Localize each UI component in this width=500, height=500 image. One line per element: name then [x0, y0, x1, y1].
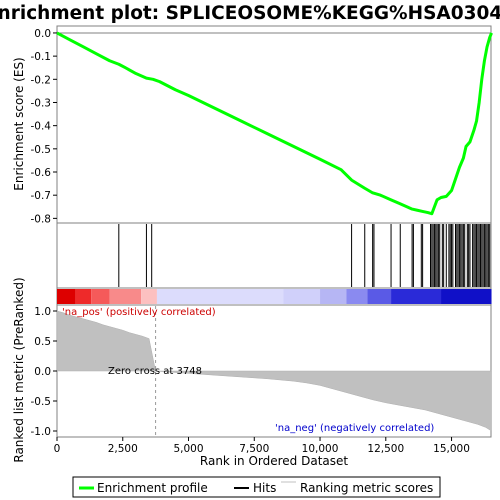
heatmap-segment	[391, 289, 442, 304]
x-tick-label: 10,000	[302, 443, 339, 455]
hits-panel	[56, 222, 492, 289]
x-tick-label: 5,000	[173, 443, 203, 455]
heatmap-segment	[367, 289, 392, 304]
es-y-tick-label: -0.7	[31, 190, 52, 202]
heatmap-segment	[57, 289, 76, 304]
x-tick-label: 2,500	[108, 443, 138, 455]
x-tick-label: 12,500	[367, 443, 404, 455]
legend-hits-label: Hits	[253, 481, 276, 495]
heatmap-segment	[156, 289, 284, 304]
es-y-tick-label: -0.1	[31, 51, 52, 63]
es-y-tick-label: -0.2	[31, 74, 52, 86]
x-tick-label: 15,000	[433, 443, 470, 455]
es-profile-layer	[56, 31, 493, 216]
metric-y-axis-label: Ranked list metric (PreRanked)	[12, 277, 26, 462]
rank-heatmap	[57, 289, 492, 304]
x-tick-label: 0	[54, 443, 61, 455]
x-tick-label: 7,500	[239, 443, 269, 455]
es-y-tick-label: -0.3	[31, 97, 52, 109]
metric-area	[56, 310, 492, 432]
metric-panel: 1.0 0.5 0.0 -0.5 -1.0 0 2,500 5,000 7,500 10,000…	[12, 277, 492, 468]
positive-annotation: 'na_pos' (positively correlated)	[62, 307, 216, 318]
heatmap-segment	[109, 289, 142, 304]
negative-annotation: 'na_neg' (negatively correlated)	[275, 423, 434, 434]
heatmap-segment	[91, 289, 110, 304]
metric-y-tick-label: -1.0	[31, 426, 52, 438]
legend: Enrichment profile Hits Ranking metric s…	[72, 476, 441, 498]
legend-profile-label: Enrichment profile	[97, 481, 208, 495]
es-y-tick-label: -0.4	[31, 121, 52, 133]
metric-y-tick-label: 1.0	[34, 306, 51, 318]
x-axis-label: Rank in Ordered Dataset	[200, 454, 348, 468]
heatmap-segment	[441, 289, 492, 304]
hit-lines-layer	[118, 224, 491, 287]
chart-title: Enrichment plot: SPLICEOSOME%KEGG%HSA030…	[0, 3, 500, 24]
es-panel-frame	[56, 25, 492, 224]
heatmap-segment	[283, 289, 321, 304]
heatmap-segment	[320, 289, 347, 304]
es-y-ticks: 0.0 -0.1 -0.2 -0.3 -0.4 -0.5 -0.6 -0.7 -0.8	[31, 28, 57, 225]
es-y-tick-label: -0.8	[31, 213, 52, 225]
metric-y-tick-label: 0.5	[34, 336, 51, 348]
es-panel: 0.0 -0.1 -0.2 -0.3 -0.4 -0.5 -0.6 -0.7 -0.8 Enri…	[12, 25, 493, 225]
metric-area-layer	[56, 310, 492, 432]
es-y-tick-label: -0.6	[31, 167, 52, 179]
rank-heatmap-panel	[56, 287, 492, 306]
metric-x-ticks: 0 2,500 5,000 7,500 10,000 12,500 15,000	[54, 437, 470, 455]
heatmap-segment	[75, 289, 92, 304]
es-y-tick-label: -0.5	[31, 144, 52, 156]
zero-cross-annotation: Zero cross at 3748	[108, 366, 202, 377]
es-profile-line	[56, 31, 493, 216]
legend-metric-label: Ranking metric scores	[300, 481, 433, 495]
metric-y-ticks: 1.0 0.5 0.0 -0.5 -1.0	[31, 306, 57, 438]
metric-y-tick-label: 0.0	[34, 366, 51, 378]
heatmap-segment	[346, 289, 368, 304]
es-y-tick-label: 0.0	[34, 28, 51, 40]
es-y-axis-label: Enrichment score (ES)	[12, 57, 26, 190]
legend-box	[72, 476, 441, 498]
hits-panel-frame	[56, 222, 492, 289]
metric-y-tick-label: -0.5	[31, 396, 52, 408]
heatmap-segment	[141, 289, 157, 304]
